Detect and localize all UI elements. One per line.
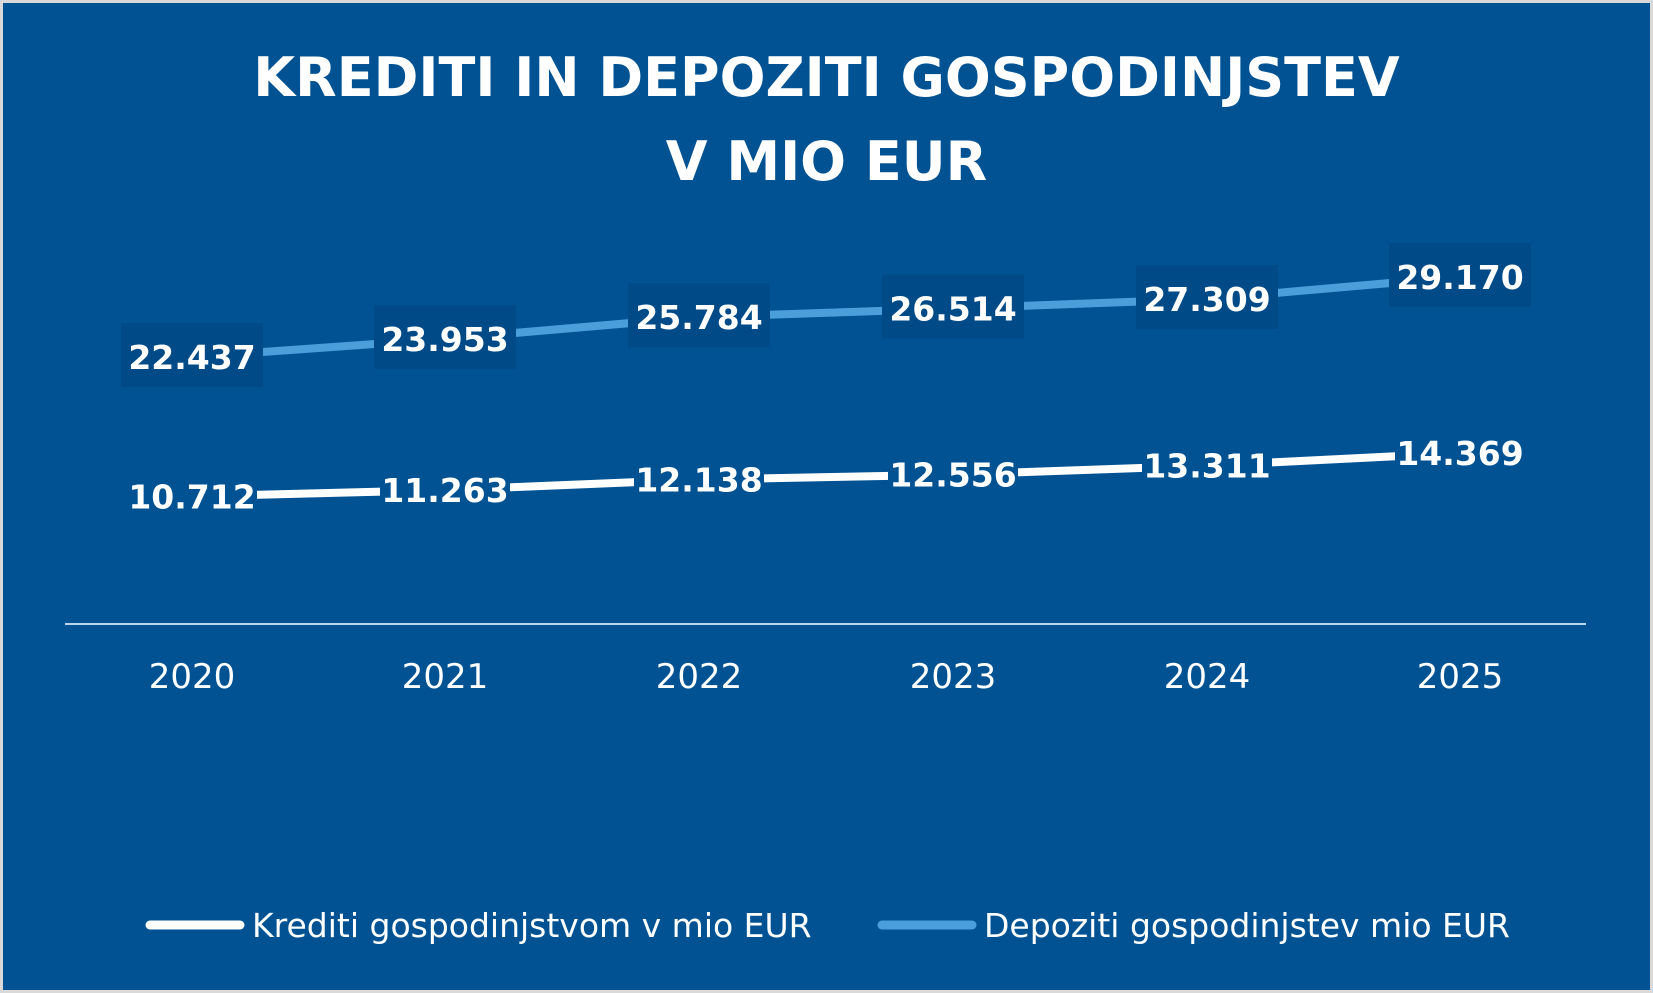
x-tick-label: 2024 <box>1164 657 1251 697</box>
data-label: 22.437 <box>128 338 255 377</box>
data-label-box <box>1136 265 1278 330</box>
chart-title-line-1: KREDITI IN DEPOZITI GOSPODINJSTEV <box>253 46 1400 109</box>
data-label: 11.263 <box>381 471 508 510</box>
x-tick-label: 2022 <box>656 657 743 697</box>
data-label: 14.369 <box>1396 434 1523 473</box>
data-label-box <box>1395 427 1525 476</box>
data-label-box <box>127 470 257 519</box>
data-label: 26.514 <box>889 289 1016 328</box>
chart-title-line-2: V MIO EUR <box>665 130 988 193</box>
data-label-box <box>380 463 510 512</box>
x-tick-label: 2025 <box>1417 657 1504 697</box>
legend-label: Krediti gospodinjstvom v mio EUR <box>252 906 812 945</box>
data-label: 12.556 <box>889 456 1016 495</box>
data-label-box <box>1142 439 1272 488</box>
data-label: 25.784 <box>635 298 762 337</box>
data-label-box <box>634 453 764 502</box>
data-label-box <box>121 322 263 387</box>
data-label: 23.953 <box>381 320 508 359</box>
legend-label: Depoziti gospodinjstev mio EUR <box>984 906 1510 945</box>
data-label-box <box>888 448 1018 497</box>
data-label: 27.309 <box>1143 280 1270 319</box>
data-label-box <box>374 304 516 369</box>
data-label-box <box>628 283 770 348</box>
data-label: 12.138 <box>635 461 762 500</box>
data-label: 29.170 <box>1396 258 1523 297</box>
data-label-box <box>882 274 1024 339</box>
x-tick-label: 2020 <box>149 657 236 697</box>
data-label-box <box>1389 242 1531 307</box>
data-label: 10.712 <box>128 478 255 517</box>
data-label: 13.311 <box>1143 447 1270 486</box>
x-tick-label: 2021 <box>402 657 489 697</box>
x-tick-label: 2023 <box>910 657 997 697</box>
